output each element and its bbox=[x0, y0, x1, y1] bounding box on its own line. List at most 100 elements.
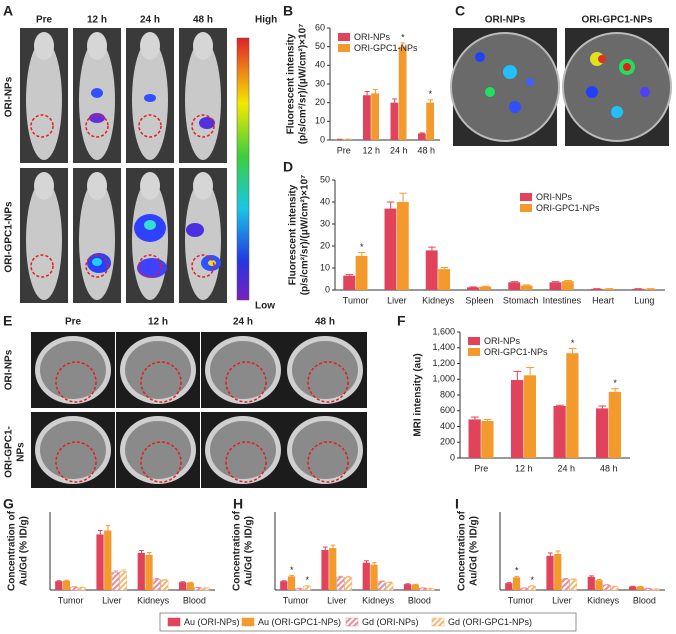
bar bbox=[553, 406, 566, 458]
image-shape bbox=[292, 341, 358, 399]
y-tick-label: 400 bbox=[440, 421, 455, 431]
legend-label: ORI-GPC1-NPs bbox=[484, 347, 548, 357]
image-shape bbox=[640, 87, 650, 97]
bar bbox=[152, 579, 161, 591]
y-tick-label: 50 bbox=[315, 41, 325, 51]
column-label: 48 h bbox=[193, 15, 213, 26]
x-tick-label: Liver bbox=[387, 295, 407, 305]
image-shape bbox=[138, 114, 162, 138]
error-bar bbox=[611, 388, 619, 392]
image-shape bbox=[193, 172, 213, 200]
error-bar bbox=[568, 348, 577, 354]
legend-label: Au (ORI-GPC1-NPs) bbox=[258, 617, 341, 627]
bar bbox=[595, 580, 603, 590]
bar bbox=[549, 282, 562, 290]
significance-mark: * bbox=[515, 566, 519, 576]
image-shape bbox=[55, 441, 97, 483]
bar bbox=[632, 288, 644, 290]
bar bbox=[468, 419, 481, 458]
column-label: 12 h bbox=[148, 317, 168, 328]
bar bbox=[344, 577, 353, 591]
bar bbox=[398, 46, 407, 140]
error-bar bbox=[483, 418, 492, 421]
image-shape bbox=[526, 78, 534, 86]
error-bar bbox=[392, 98, 398, 103]
bar bbox=[62, 580, 71, 590]
image-label: ORI-NPs bbox=[485, 15, 526, 26]
significance-mark: * bbox=[360, 242, 364, 252]
y-axis-label: (p/s/cm²/sr)/(μW/cm²)×10⁷ bbox=[300, 175, 311, 296]
scale-label: Low bbox=[255, 301, 275, 312]
legend-swatch bbox=[338, 33, 350, 41]
y-tick-label: 0 bbox=[450, 452, 455, 462]
image-shape bbox=[199, 117, 215, 129]
error-bar bbox=[371, 562, 377, 565]
legend-swatch bbox=[338, 44, 350, 52]
bar bbox=[303, 585, 311, 591]
image-shape bbox=[598, 55, 606, 63]
row-label: ORI-GPC1- bbox=[4, 426, 15, 478]
y-axis-label: Concentration of bbox=[232, 510, 243, 591]
legend-swatch bbox=[241, 617, 255, 627]
image-shape bbox=[140, 32, 160, 60]
image-shape bbox=[34, 32, 54, 60]
column-label: 48 h bbox=[315, 317, 335, 328]
x-tick-label: Intestines bbox=[543, 295, 582, 305]
y-tick-label: 10 bbox=[315, 116, 325, 126]
column-label: 12 h bbox=[87, 15, 107, 26]
image-shape bbox=[208, 260, 216, 266]
error-bar bbox=[330, 544, 336, 549]
image-shape bbox=[144, 94, 156, 102]
image-shape bbox=[562, 32, 672, 142]
image-shape bbox=[586, 86, 598, 98]
bar bbox=[481, 420, 494, 458]
bar bbox=[336, 577, 345, 591]
bar bbox=[590, 288, 603, 290]
image-shape bbox=[503, 65, 517, 79]
bar bbox=[561, 281, 574, 290]
error-bar bbox=[399, 192, 407, 202]
bar bbox=[384, 208, 397, 290]
row-label: NPs bbox=[16, 442, 27, 462]
bar bbox=[587, 576, 595, 590]
image-shape bbox=[79, 40, 115, 160]
x-tick-label: Tumor bbox=[508, 595, 534, 605]
image-shape bbox=[140, 441, 182, 483]
image-shape bbox=[34, 172, 54, 200]
bar bbox=[508, 282, 521, 290]
error-bar bbox=[121, 569, 126, 572]
error-bar bbox=[364, 560, 369, 563]
x-tick-label: 12 h bbox=[515, 463, 533, 473]
error-bar bbox=[571, 578, 576, 580]
error-bar bbox=[596, 578, 602, 581]
image-shape bbox=[30, 254, 54, 278]
legend-label: Au (ORI-NPs) bbox=[184, 617, 240, 627]
image-shape bbox=[307, 361, 349, 403]
legend-swatch bbox=[167, 617, 181, 627]
image-shape bbox=[87, 172, 107, 200]
error-bar bbox=[322, 546, 328, 551]
error-bar bbox=[547, 552, 553, 556]
y-tick-label: 1,600 bbox=[432, 326, 455, 336]
error-bar bbox=[162, 578, 168, 581]
bar bbox=[194, 587, 202, 591]
y-axis-label: Concentration of bbox=[7, 510, 18, 591]
error-bar bbox=[428, 246, 436, 251]
legend-swatch bbox=[468, 348, 480, 356]
image-shape bbox=[40, 341, 106, 399]
bar bbox=[403, 584, 412, 590]
bar bbox=[628, 586, 637, 590]
error-bar bbox=[556, 404, 564, 407]
legend-swatch bbox=[520, 193, 532, 201]
row-label: ORI-GPC1-NPs bbox=[4, 201, 15, 273]
image-shape bbox=[292, 421, 358, 479]
image-shape bbox=[55, 361, 97, 403]
y-tick-label: 0 bbox=[325, 284, 330, 294]
row-label: ORI-NPs bbox=[4, 349, 15, 390]
y-tick-label: 1,400 bbox=[432, 342, 455, 352]
bar bbox=[512, 577, 521, 590]
y-tick-label: 1,200 bbox=[432, 358, 455, 368]
image-shape bbox=[210, 341, 276, 399]
bar bbox=[596, 408, 609, 458]
error-bar bbox=[289, 574, 295, 577]
